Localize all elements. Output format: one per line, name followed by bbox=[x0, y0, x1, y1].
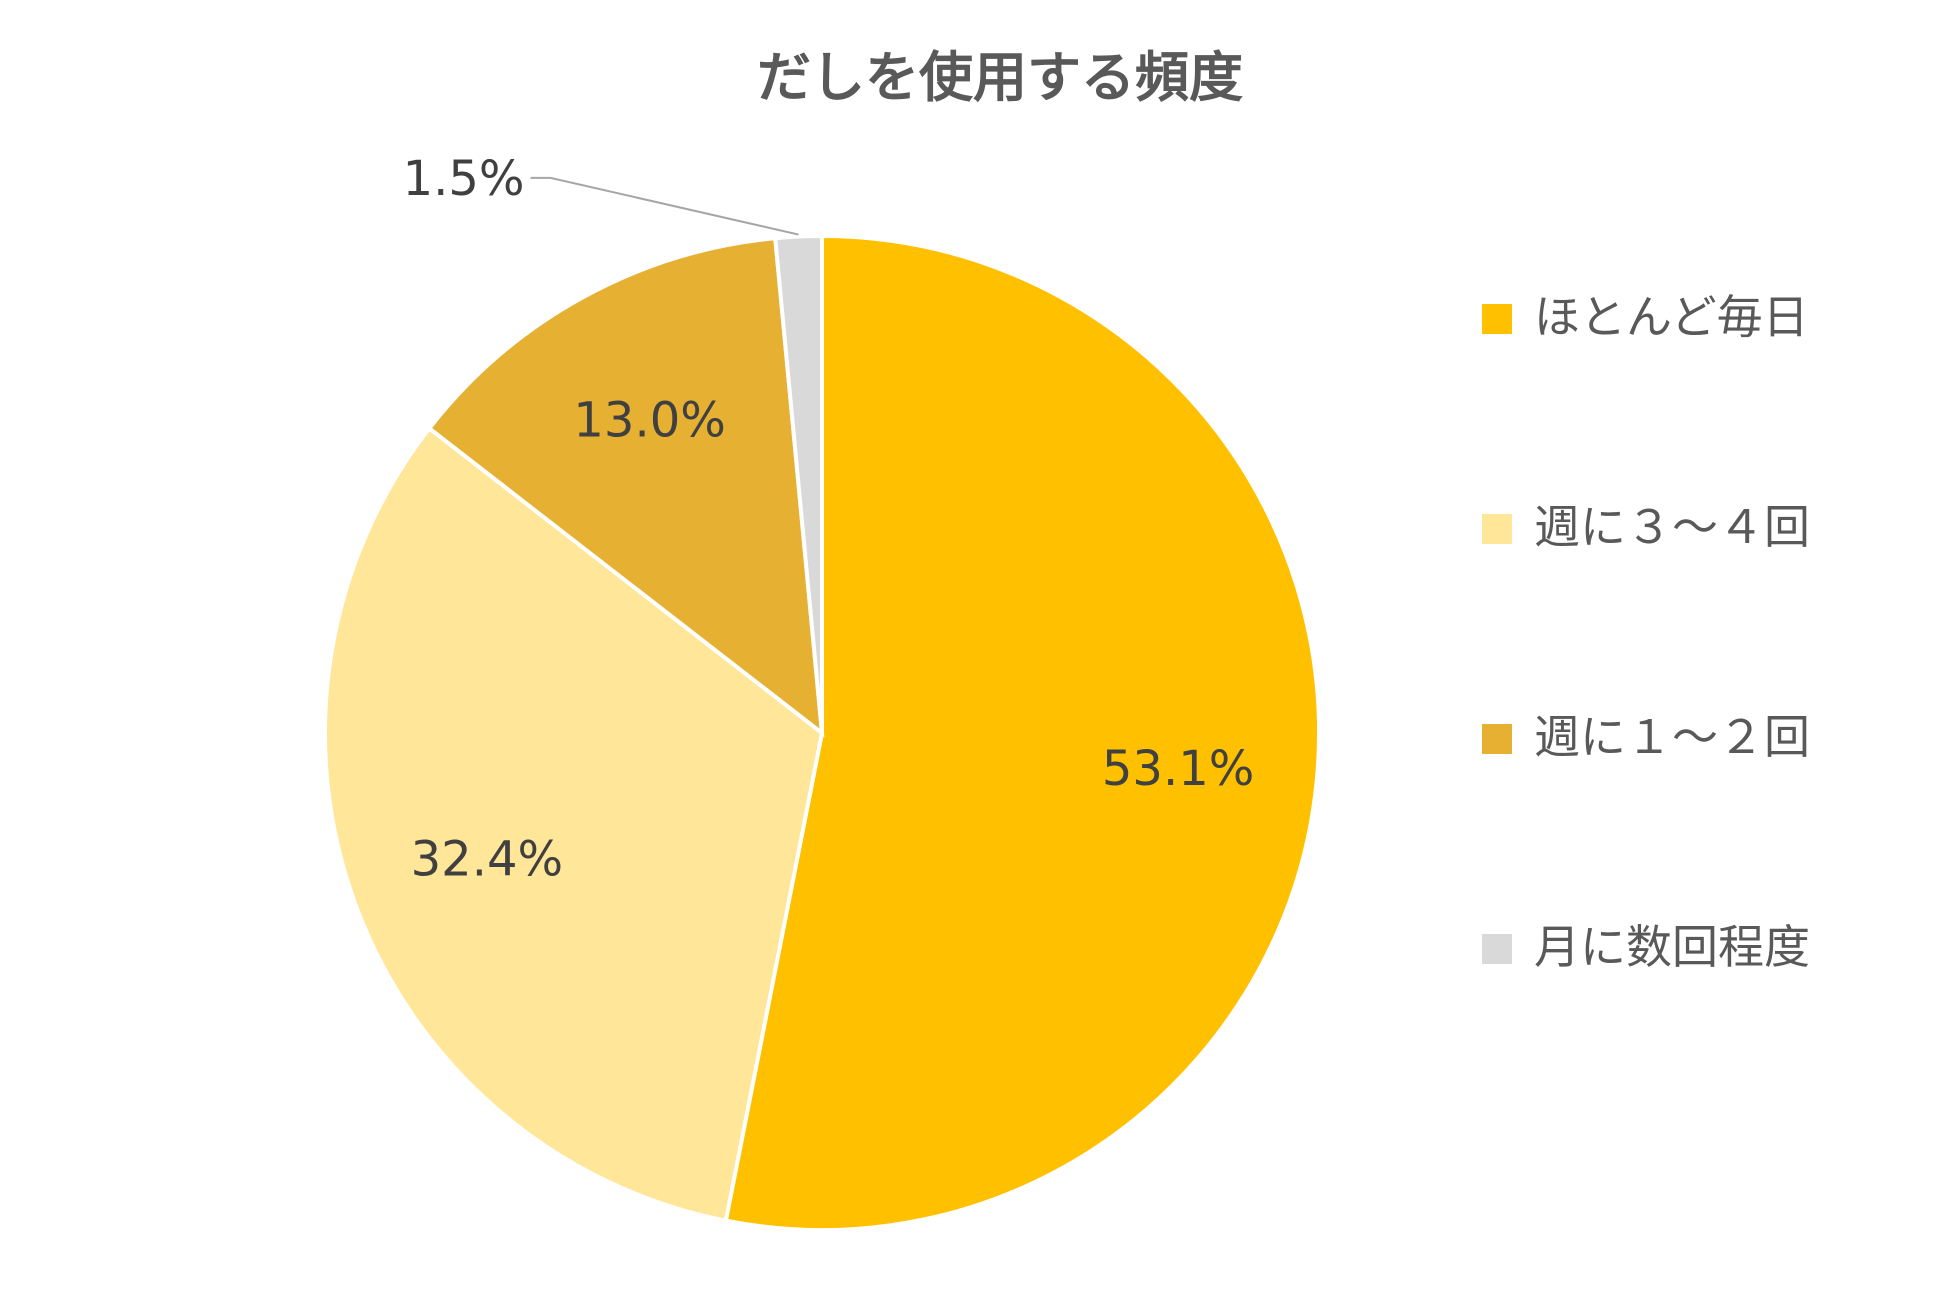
data-label-2: 32.4% bbox=[411, 831, 563, 887]
pie-slice-3 bbox=[426, 236, 825, 738]
legend-label-2: 週に３～４回 bbox=[1534, 500, 1810, 554]
data-label-1: 53.1% bbox=[1102, 741, 1254, 797]
legend-label-3: 週に１～２回 bbox=[1534, 710, 1810, 764]
legend-label-1: ほとんど毎日 bbox=[1534, 290, 1809, 344]
legend-label-4: 月に数回程度 bbox=[1534, 920, 1810, 974]
legend-swatch-3 bbox=[1482, 724, 1512, 754]
pie-slice-4 bbox=[773, 233, 824, 734]
data-labels: 53.1% 32.4% 13.0% 1.5% bbox=[403, 151, 1255, 888]
leader-line bbox=[530, 176, 799, 236]
legend-swatch-4 bbox=[1482, 934, 1512, 964]
pie-slice-2 bbox=[323, 425, 825, 1223]
data-label-3: 13.0% bbox=[573, 392, 725, 448]
pie-slices bbox=[323, 233, 1321, 1232]
data-label-4: 1.5% bbox=[403, 151, 525, 207]
pie-slice-1 bbox=[723, 233, 1321, 1232]
legend-swatch-1 bbox=[1482, 304, 1512, 334]
leader-lines bbox=[530, 176, 799, 236]
chart-title: だしを使用する頻度 bbox=[757, 46, 1243, 109]
legend-swatch-2 bbox=[1482, 514, 1512, 544]
